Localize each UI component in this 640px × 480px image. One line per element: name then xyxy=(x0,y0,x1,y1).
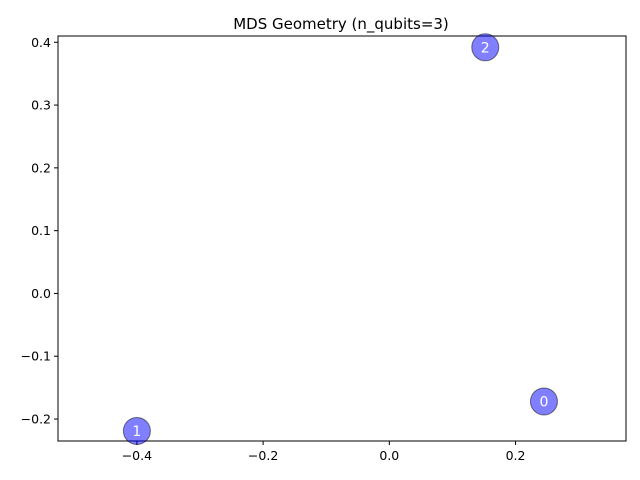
chart-title: MDS Geometry (n_qubits=3) xyxy=(233,15,449,34)
plot-area: −0.4 −0.2 0.0 0.2 −0.2 −0.1 0.0 0.1 0.2 0.3 0.4 0… xyxy=(21,33,627,463)
scatter-point: 1 xyxy=(122,416,151,445)
point-marker xyxy=(471,33,500,62)
scatter-point: 2 xyxy=(471,33,500,62)
scatter-point: 0 xyxy=(529,387,558,416)
x-tick-label: −0.4 xyxy=(122,448,152,463)
y-tick-label: 0.3 xyxy=(31,98,51,113)
x-tick-label: 0.0 xyxy=(379,448,399,463)
y-axis: −0.2 −0.1 0.0 0.1 0.2 0.3 0.4 xyxy=(21,35,58,427)
point-label: 0 xyxy=(539,394,548,410)
x-axis: −0.4 −0.2 0.0 0.2 xyxy=(122,441,526,463)
point-marker xyxy=(122,416,151,445)
y-tick-label: 0.4 xyxy=(31,35,51,50)
scatter-points: 0 1 2 xyxy=(122,33,558,445)
y-tick-label: −0.2 xyxy=(21,412,51,427)
point-label: 2 xyxy=(481,40,490,56)
y-tick-label: 0.1 xyxy=(31,223,51,238)
y-tick-label: 0.0 xyxy=(31,286,51,301)
point-label: 1 xyxy=(132,424,141,440)
axes-frame xyxy=(57,35,627,442)
point-marker xyxy=(529,387,558,416)
x-tick-label: −0.2 xyxy=(248,448,278,463)
y-tick-label: 0.2 xyxy=(31,160,51,175)
x-tick-label: 0.2 xyxy=(506,448,526,463)
y-tick-label: −0.1 xyxy=(21,349,51,364)
